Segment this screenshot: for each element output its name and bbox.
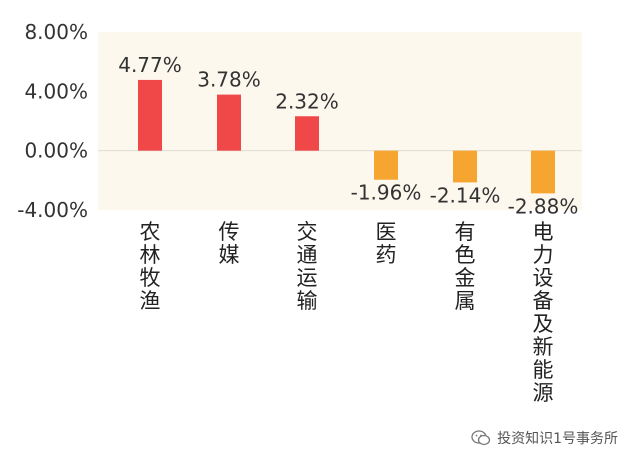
category-label: 传媒 xyxy=(219,220,240,267)
data-label: -1.96% xyxy=(351,181,422,205)
bar xyxy=(138,79,162,151)
y-tick-label: 4.00% xyxy=(24,79,88,103)
data-label: 2.32% xyxy=(275,89,339,113)
watermark-text: 投资知识1号事务所 xyxy=(497,431,618,447)
y-tick-label: 0.00% xyxy=(24,139,88,163)
watermark: 投资知识1号事务所 xyxy=(471,428,618,448)
plot-area xyxy=(98,32,582,210)
category-label: 有色金属 xyxy=(455,220,476,313)
bar xyxy=(531,150,555,194)
bar xyxy=(295,116,319,151)
y-tick-label: -4.00% xyxy=(17,198,88,222)
category-label: 电力设备及新能源 xyxy=(533,220,554,405)
bar xyxy=(453,150,477,183)
category-label: 农林牧渔 xyxy=(140,220,161,313)
category-label: 医药 xyxy=(376,220,397,267)
bar xyxy=(217,94,241,151)
category-label: 交通运输 xyxy=(297,220,318,313)
data-label: 4.77% xyxy=(118,53,182,77)
data-label: 3.78% xyxy=(197,68,261,92)
y-tick-label: 8.00% xyxy=(24,20,88,44)
data-label: -2.14% xyxy=(430,183,501,207)
wechat-icon xyxy=(471,430,491,446)
bar xyxy=(374,150,398,180)
data-label: -2.88% xyxy=(508,194,579,218)
